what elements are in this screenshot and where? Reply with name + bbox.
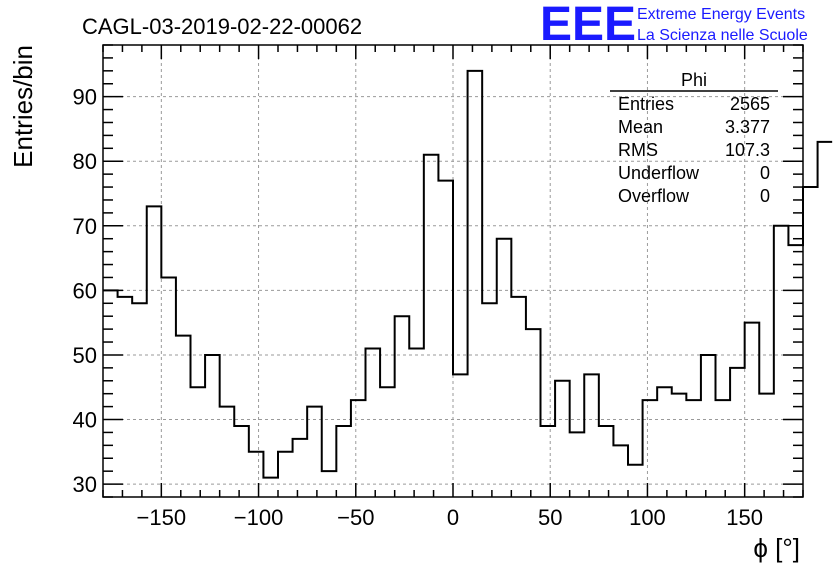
stats-row-value: 2565	[730, 94, 770, 114]
histogram-bin	[249, 452, 264, 497]
histogram-bin	[336, 426, 351, 497]
histogram-bin	[322, 471, 337, 497]
histogram-bin	[351, 400, 366, 497]
histogram-bin	[526, 329, 541, 497]
histogram-bin	[555, 381, 570, 497]
histogram-bin	[541, 426, 556, 497]
x-tick-label: −100	[234, 505, 284, 530]
histogram-bin	[220, 407, 235, 497]
x-tick-label: 150	[726, 505, 763, 530]
y-tick-labels: 30 40 50 60 70 80 90	[73, 85, 97, 497]
histogram-bin	[716, 400, 731, 497]
stats-row-label: Overflow	[618, 186, 690, 206]
logo-mark: EEE	[540, 0, 636, 51]
y-tick-label: 90	[73, 85, 97, 110]
eee-logo: EEE Extreme Energy Events La Scienza nel…	[540, 0, 808, 51]
y-tick-label: 30	[73, 472, 97, 497]
histogram-outline	[103, 69, 833, 479]
histogram-bin	[497, 239, 512, 497]
stats-row-value: 107.3	[725, 140, 770, 160]
y-tick-label: 40	[73, 408, 97, 433]
histogram-bin	[409, 348, 424, 497]
histogram-bin	[788, 245, 803, 497]
histogram-bin	[701, 355, 716, 497]
stats-row-label: Mean	[618, 117, 663, 137]
x-tick-labels: −150 −100 −50 0 50 100 150	[137, 505, 763, 530]
histogram-bin	[366, 348, 381, 497]
histogram-bin	[686, 400, 701, 497]
histogram-bin	[803, 187, 818, 497]
logo-line-2: La Scienza nelle Scuole	[637, 27, 808, 44]
histogram-bin	[307, 407, 322, 497]
histogram-bin	[118, 297, 133, 497]
stats-row-value: 3.377	[725, 117, 770, 137]
histogram-bin	[132, 303, 147, 497]
histogram-bin	[730, 368, 745, 497]
histogram-bin	[657, 387, 672, 497]
histogram-bin	[482, 303, 497, 497]
histogram-bin	[628, 465, 643, 497]
stats-box: Phi Entries 2565 Mean 3.377 RMS 107.3 Underflo…	[610, 70, 778, 206]
histogram-bin	[380, 387, 395, 497]
y-tick-label: 50	[73, 343, 97, 368]
grid-layer	[103, 45, 803, 497]
histogram-bin	[599, 426, 614, 497]
x-tick-label: 100	[629, 505, 666, 530]
histogram-bin	[278, 452, 293, 497]
ticks-layer	[102, 44, 804, 498]
y-tick-label: 80	[73, 149, 97, 174]
stats-rows: Entries 2565 Mean 3.377 RMS 107.3 Underflow 0 Ov…	[618, 94, 770, 206]
stats-row-label: RMS	[618, 140, 658, 160]
histogram-bin	[234, 426, 249, 497]
histogram-bin	[468, 71, 483, 497]
histogram-bin	[176, 336, 191, 497]
chart-title: CAGL-03-2019-02-22-00062	[82, 14, 362, 39]
histogram-bin	[759, 394, 774, 497]
x-axis-title: ϕ [°]	[753, 533, 800, 563]
x-tick-label: −150	[137, 505, 187, 530]
histogram-bin	[818, 142, 833, 497]
histogram-bin	[570, 432, 585, 497]
y-tick-label: 60	[73, 278, 97, 303]
histogram-bin	[643, 400, 658, 497]
histogram-bin	[438, 181, 453, 497]
y-tick-label: 70	[73, 214, 97, 239]
histogram-bin	[453, 374, 468, 497]
stats-row-label: Underflow	[618, 163, 700, 183]
histogram-bin	[293, 439, 308, 497]
histogram-bin	[511, 297, 526, 497]
histogram-bin	[263, 478, 278, 497]
histogram-bin	[613, 445, 628, 497]
histogram-bin	[745, 323, 760, 497]
histogram-bin	[161, 277, 176, 497]
y-axis-title: Entries/bin	[8, 45, 38, 168]
stats-row-value: 0	[760, 163, 770, 183]
histogram-bin	[395, 316, 410, 497]
histogram-bin	[672, 394, 687, 497]
stats-row-value: 0	[760, 186, 770, 206]
histogram-bin	[191, 387, 206, 497]
x-tick-label: −50	[337, 505, 374, 530]
stats-row-label: Entries	[618, 94, 674, 114]
histogram-bin	[774, 226, 789, 497]
x-tick-label: 0	[447, 505, 459, 530]
x-tick-label: 50	[538, 505, 562, 530]
histogram-bin	[205, 355, 220, 497]
histogram-bin	[147, 206, 162, 497]
stats-box-name: Phi	[681, 70, 707, 90]
logo-line-1: Extreme Energy Events	[637, 6, 805, 23]
histogram-bin	[584, 374, 599, 497]
histogram-bin	[424, 155, 439, 497]
